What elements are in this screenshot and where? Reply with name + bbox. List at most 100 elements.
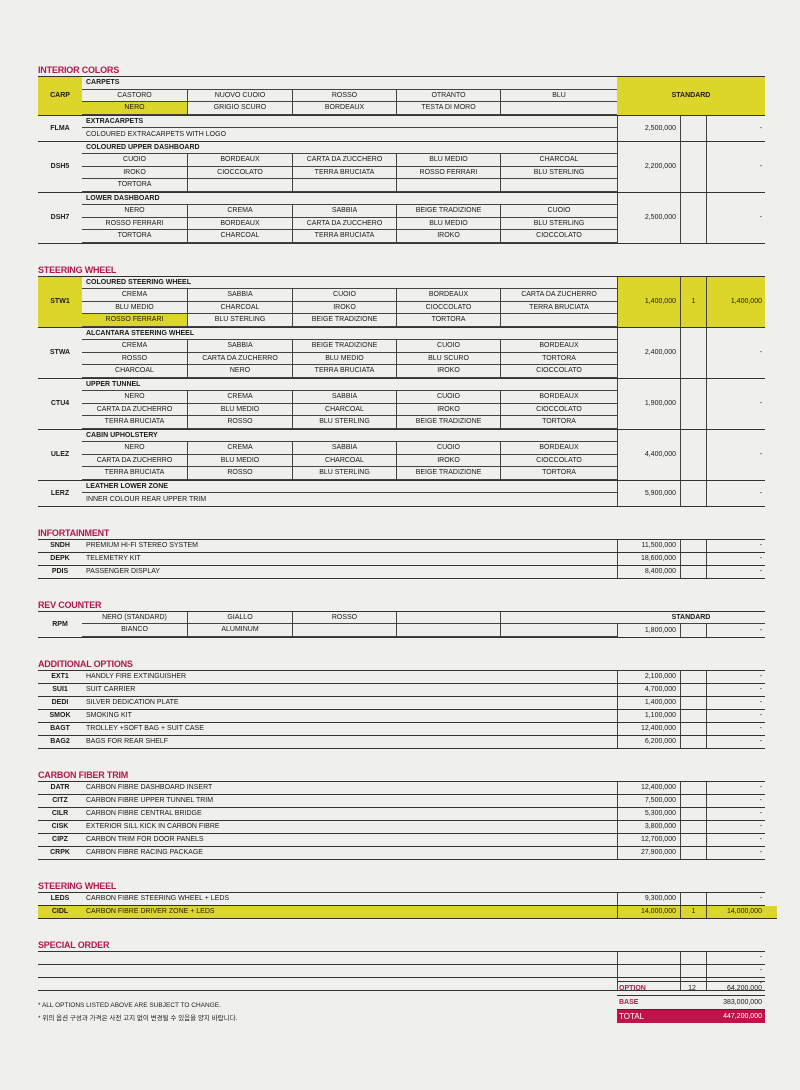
option-row: EXT1 HANDLY FIRE EXTINGUISHER 2,100,000 - [38,670,765,684]
option-code: CISK [51,823,69,830]
color-option: IROKO [292,301,396,314]
option-total-row: OPTION 12 64,200,000 [617,981,765,995]
color-option: CUOIO [396,442,500,455]
color-option [396,624,500,637]
option-item: ULEZ CABIN UPHOLSTERY NERO CREMA SABBIA CUOIO… [38,429,765,481]
footnote: * ALL OPTIONS LISTED ABOVE ARE SUBJECT T… [38,1001,221,1009]
option-row: DATR CARBON FIBRE DASHBOARD INSERT 12,400,… [38,781,765,795]
color-option [187,179,292,192]
option-price: 12,400,000 [617,781,680,794]
option-code: SMOK [49,712,71,719]
color-option: NUOVO CUOIO [187,89,292,102]
color-option: TERRA BRUCIATA [292,365,396,378]
option-qty [680,552,706,565]
option-name: PASSENGER DISPLAY [86,568,161,575]
option-code: LERZ [50,489,70,497]
option-row: SMOK SMOKING KIT 1,100,000 - [38,709,765,723]
option-name: BAGS FOR REAR SHELF [86,738,169,745]
option-row: SNDH PREMIUM HI-FI STEREO SYSTEM 11,500,00… [38,539,765,553]
option-code: CITZ [52,797,68,804]
option-price: 6,200,000 [617,735,680,748]
option-price: 7,500,000 [617,794,680,807]
color-option: TORTORA [396,314,500,327]
option-qty [680,192,706,243]
color-option: ROSSO FERRARI [82,314,187,327]
option-code: DSH5 [50,163,70,170]
option-code: DEPK [50,555,70,562]
option-name: PREMIUM HI-FI STEREO SYSTEM [86,542,199,549]
option-code [38,965,82,977]
option-item: LERZ LEATHER LOWER ZONE INNER COLOUR REAR … [38,480,765,507]
option-qty [680,833,706,846]
color-option: BIANCO [82,624,187,637]
option-amount: - [706,951,765,964]
color-option: ROSSO [82,353,187,365]
color-option: BORDEAUX [187,154,292,167]
totals-table: OPTION 12 64,200,000 BASE 383,000,000 TO… [617,981,765,1023]
color-option: ROSSO [187,467,292,480]
option-code: ULEZ [50,451,70,458]
option-price: 2,500,000 [617,115,680,141]
option-item: STWA ALCANTARA STEERING WHEEL CREMA SABBIA B… [38,327,765,379]
color-option: NERO (STANDARD) [82,612,187,624]
color-option: BEIGE TRADIZIONE [292,314,396,327]
option-price: 1,900,000 [617,378,680,429]
option-code: STW1 [38,276,82,327]
option-code [38,952,82,964]
color-option: TERRA BRUCIATA [82,416,187,429]
option-qty [680,565,706,578]
option-qty [680,722,706,735]
option-code: CIPZ [52,836,68,843]
option-name: CARBON FIBRE CENTRAL BRIDGE [86,810,202,817]
color-option: GRIGIO SCURO [187,102,292,115]
option-qty: 1 [680,276,706,327]
option-amount: - [706,683,765,696]
color-option: BLU MEDIO [396,217,500,230]
color-option: CREMA [187,205,292,218]
option-row: CILR CARBON FIBRE CENTRAL BRIDGE 5,300,000… [38,807,765,821]
option-name: SUIT CARRIER [86,686,136,693]
option-price: 5,300,000 [617,807,680,820]
option-amount: 14,000,000 [706,905,765,918]
option-qty [680,807,706,820]
option-price: 2,200,000 [617,141,680,192]
color-option: BLU MEDIO [82,302,187,314]
grand-total-row: TOTAL 447,200,000 [617,1009,765,1023]
color-option: BLU MEDIO [187,454,292,467]
color-option: CHARCOAL [82,365,187,378]
color-option: BLU SCURO [396,352,500,365]
option-amount: - [706,709,765,722]
option-qty [680,892,706,905]
option-row: CIPZ CARBON TRIM FOR DOOR PANELS 12,700,00… [38,833,765,847]
color-option: ALUMINUM [187,624,292,637]
option-name: HANDLY FIRE EXTINGUISHER [86,673,187,680]
option-name: CARBON FIBRE UPPER TUNNEL TRIM [86,797,214,804]
section-rev-counter: REV COUNTER RPM NERO (STANDARD) GIALLO ROSSO… [38,599,765,638]
option-row: - [38,951,765,965]
option-code: DATR [50,784,70,791]
option-name [82,952,617,964]
option-group-title: COLOURED STEERING WHEEL [82,277,617,289]
option-price: 2,100,000 [617,670,680,683]
color-option: CUOIO [82,154,187,167]
option-item: CARP CARPETS CASTORO NUOVO CUOIO ROSSO OTRANT… [38,77,765,116]
color-option: SABBIA [187,340,292,353]
option-amount: - [706,735,765,748]
option-row: DEPK TELEMETRY KIT 18,600,000 - [38,552,765,566]
option-amount: - [706,624,765,637]
option-amount: - [706,892,765,905]
option-amount: 64,200,000 [726,985,762,992]
option-name: SMOKING KIT [86,712,132,719]
option-row: - [38,977,765,991]
color-option: BLU STERLING [500,217,617,230]
color-option: SABBIA [292,391,396,404]
option-price: 27,900,000 [617,846,680,859]
option-amount: - [706,807,765,820]
color-option: NERO [187,365,292,378]
option-amount: - [706,794,765,807]
color-option: CIOCCOLATO [500,365,617,378]
option-price: 1,800,000 [617,624,680,637]
option-row: DEDI SILVER DEDICATION PLATE 1,400,000 - [38,696,765,710]
color-option: CARTA DA ZUCHERRO [82,455,187,467]
base-amount: 383,000,000 [723,999,762,1006]
